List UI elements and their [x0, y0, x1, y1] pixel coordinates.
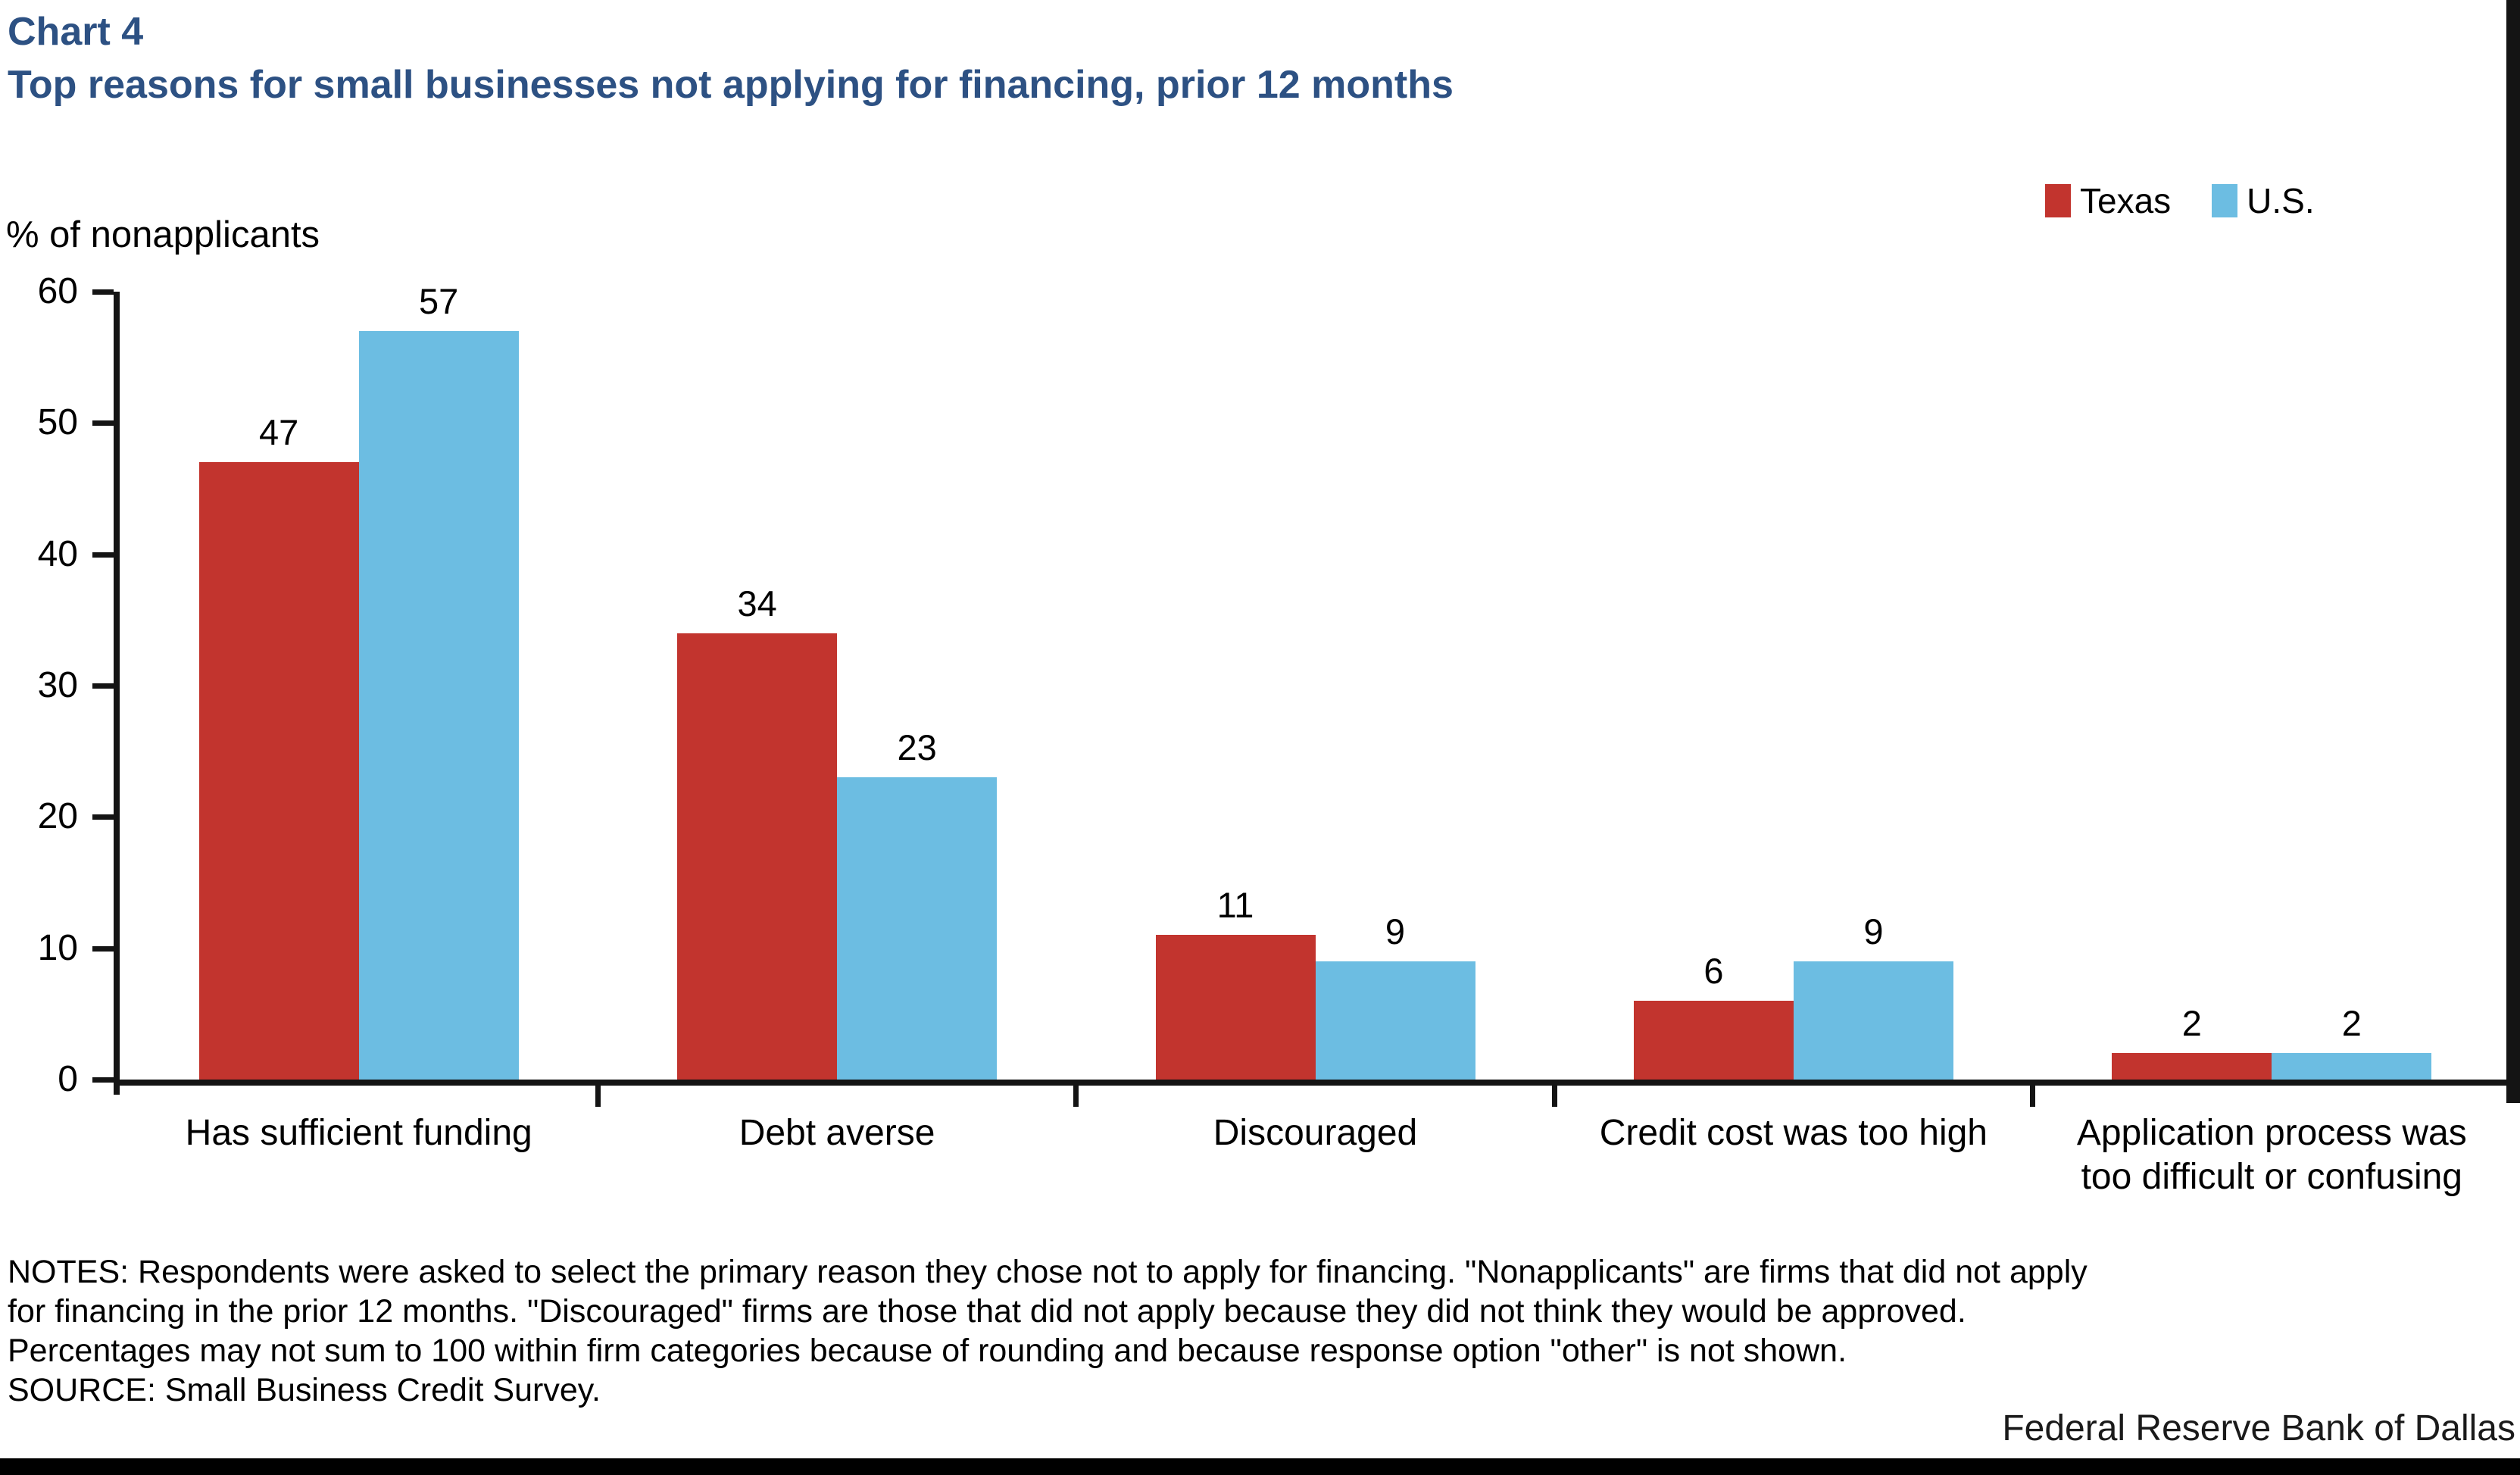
us-bar [2272, 1053, 2432, 1080]
plot-right-border [2506, 0, 2520, 1103]
plot-area: 0 10 20 30 40 50 60 47 57 Has sufficient funding 3… [38, 271, 2511, 1197]
y-axis-tick-label: 50 [37, 402, 78, 443]
x-axis-category-label: Debt averse [739, 1113, 935, 1153]
x-axis-category-label: Discouraged [1213, 1113, 1418, 1153]
x-axis-tick [2030, 1086, 2036, 1107]
y-axis-line [114, 292, 120, 1095]
y-axis-tick [92, 1077, 114, 1083]
x-axis-tick [595, 1086, 601, 1107]
x-axis-line [114, 1080, 2511, 1086]
y-axis-tick-label: 20 [37, 796, 78, 837]
texas-swatch-icon [2045, 184, 2071, 217]
x-axis-category-label: Credit cost was too high [1599, 1113, 1988, 1153]
texas-bar [2112, 1053, 2272, 1080]
notes: NOTES: Respondents were asked to select … [8, 1252, 2088, 1410]
bar-value-label: 23 [897, 727, 937, 768]
page-title: Top reasons for small businesses not app… [8, 63, 1454, 107]
bar-value-label: 6 [1703, 951, 1724, 991]
x-axis-tick [1073, 1086, 1079, 1107]
y-axis-title: % of nonapplicants [6, 214, 320, 255]
legend-label-texas: Texas [2080, 181, 2172, 220]
x-axis-tick [1551, 1086, 1557, 1107]
x-axis-category-label: Application process was too difficult or… [2076, 1113, 2467, 1197]
y-axis-tick [92, 814, 114, 820]
bar-value-label: 9 [1385, 911, 1406, 952]
y-axis-tick [92, 289, 114, 295]
notes-line: Percentages may not sum to 100 within fi… [8, 1333, 1847, 1369]
us-bar [1315, 961, 1475, 1080]
y-axis-tick [92, 552, 114, 558]
y-axis-tick-label: 0 [58, 1059, 78, 1099]
texas-bar [1155, 935, 1316, 1080]
legend-label-us: U.S. [2247, 181, 2315, 220]
x-axis-category-label: Has sufficient funding [185, 1113, 532, 1153]
bar-value-label: 47 [259, 412, 299, 453]
y-axis-tick-label: 40 [37, 533, 78, 574]
notes-line: for financing in the prior 12 months. "D… [8, 1293, 1966, 1330]
bar-value-label: 11 [1216, 885, 1254, 926]
legend: Texas U.S. [2045, 180, 2315, 221]
y-axis-tick-label: 60 [37, 271, 78, 311]
bottom-bar [0, 1458, 2520, 1475]
texas-bar [1633, 1001, 1794, 1080]
y-axis-tick [92, 945, 114, 952]
us-bar [1793, 961, 1953, 1080]
us-swatch-icon [2212, 184, 2238, 217]
texas-bar [677, 633, 838, 1080]
y-axis-tick-label: 30 [37, 665, 78, 705]
chart-number: Chart 4 [8, 10, 144, 54]
bar-value-label: 9 [1863, 911, 1884, 952]
bar-value-label: 57 [419, 281, 459, 321]
legend-item-us: U.S. [2212, 180, 2315, 221]
texas-bar [198, 462, 359, 1080]
notes-line: NOTES: Respondents were asked to select … [8, 1254, 2088, 1290]
legend-item-texas: Texas [2045, 180, 2171, 221]
y-axis-tick-label: 10 [37, 927, 78, 968]
bar-value-label: 34 [737, 583, 777, 623]
footer-brand: Federal Reserve Bank of Dallas [2002, 1408, 2515, 1448]
y-axis-tick [92, 683, 114, 689]
y-axis-tick [92, 420, 114, 427]
source-line: SOURCE: Small Business Credit Survey. [8, 1372, 601, 1408]
bar-value-label: 2 [2341, 1003, 2362, 1044]
us-bar [837, 777, 998, 1080]
us-bar [358, 331, 519, 1080]
bar-value-label: 2 [2181, 1003, 2202, 1044]
